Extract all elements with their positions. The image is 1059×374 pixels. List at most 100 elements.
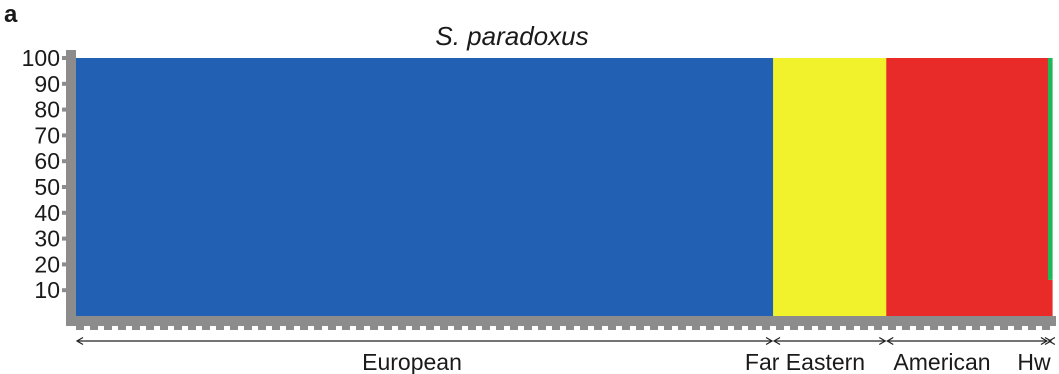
bar-segment	[1047, 279, 1053, 316]
y-tick-label: 40	[34, 200, 60, 226]
y-tick-label: 80	[34, 97, 60, 123]
x-tick-mark	[930, 326, 938, 330]
group-label: Hw	[1017, 349, 1051, 374]
x-tick-mark	[104, 326, 112, 330]
group-bracket-arrow-right	[878, 336, 887, 346]
y-tick-label: 100	[22, 45, 60, 71]
x-tick-mark	[510, 326, 518, 330]
x-tick-mark	[972, 326, 980, 330]
x-tick-mark	[440, 326, 448, 330]
x-tick-mark	[846, 326, 854, 330]
x-tick-mark	[566, 326, 574, 330]
y-tick-mark	[62, 210, 68, 215]
group-bracket-arrow-left	[75, 336, 84, 346]
y-tick-mark	[62, 159, 68, 164]
x-tick-mark	[314, 326, 322, 330]
x-tick-mark	[1000, 326, 1008, 330]
x-tick-mark	[272, 326, 280, 330]
x-tick-mark	[216, 326, 224, 330]
group-bracket-arrow-left	[1047, 336, 1056, 346]
x-tick-mark	[622, 326, 630, 330]
x-tick-mark	[664, 326, 672, 330]
bar-segment	[773, 58, 887, 316]
x-tick-mark	[874, 326, 882, 330]
x-tick-mark	[1014, 326, 1022, 330]
y-axis-line	[66, 50, 76, 324]
chart-title: S. paradoxus	[435, 21, 588, 51]
bar-segment	[886, 58, 1049, 316]
y-tick-mark	[62, 288, 68, 293]
y-tick-mark	[62, 56, 68, 60]
y-tick-label: 90	[34, 71, 60, 97]
group-label: Far Eastern	[745, 349, 865, 374]
x-tick-mark	[426, 326, 434, 330]
x-tick-mark	[356, 326, 364, 330]
x-tick-mark	[412, 326, 420, 330]
x-tick-mark	[384, 326, 392, 330]
x-tick-mark	[720, 326, 728, 330]
x-tick-mark	[706, 326, 714, 330]
group-bracket-arrow-right	[1044, 336, 1053, 346]
y-tick-mark	[62, 81, 68, 86]
x-tick-mark	[762, 326, 770, 330]
x-tick-mark	[734, 326, 742, 330]
x-tick-mark	[398, 326, 406, 330]
panel-label: a	[4, 1, 18, 28]
x-tick-mark	[146, 326, 154, 330]
x-tick-mark	[188, 326, 196, 330]
bar-segment	[76, 58, 774, 316]
x-tick-mark	[468, 326, 476, 330]
x-tick-mark	[454, 326, 462, 330]
ancestry-bars	[76, 58, 1053, 316]
x-tick-mark	[986, 326, 994, 330]
x-tick-mark	[790, 326, 798, 330]
x-tick-mark	[692, 326, 700, 330]
x-tick-mark	[944, 326, 952, 330]
x-tick-mark	[804, 326, 812, 330]
x-tick-mark	[90, 326, 98, 330]
group-bracket-arrow-right	[1040, 336, 1049, 346]
x-tick-mark	[370, 326, 378, 330]
axes	[66, 50, 1056, 330]
group-label: American	[893, 349, 990, 374]
x-tick-mark	[174, 326, 182, 330]
x-tick-mark	[538, 326, 546, 330]
y-tick-mark	[62, 262, 68, 267]
x-tick-mark	[300, 326, 308, 330]
x-tick-mark	[244, 326, 252, 330]
x-tick-mark	[902, 326, 910, 330]
x-tick-mark	[636, 326, 644, 330]
x-tick-mark	[202, 326, 210, 330]
x-tick-mark	[132, 326, 140, 330]
x-tick-mark	[258, 326, 266, 330]
x-tick-mark	[860, 326, 868, 330]
x-tick-mark	[580, 326, 588, 330]
group-bracket-arrow-left	[772, 336, 781, 346]
x-tick-mark	[818, 326, 826, 330]
group-bracket-arrow-left	[886, 336, 894, 346]
x-tick-mark	[552, 326, 560, 330]
x-tick-mark	[958, 326, 966, 330]
x-tick-mark	[776, 326, 784, 330]
x-axis-line	[66, 316, 1056, 326]
y-tick-mark	[62, 236, 68, 241]
y-tick-label: 60	[34, 148, 60, 174]
y-tick-label: 30	[34, 226, 60, 252]
x-tick-mark	[888, 326, 896, 330]
x-tick-mark	[748, 326, 756, 330]
x-tick-mark	[1028, 326, 1036, 330]
group-label: European	[362, 349, 462, 374]
y-tick-label: 20	[34, 251, 60, 277]
x-tick-mark	[594, 326, 602, 330]
y-tick-label: 50	[34, 174, 60, 200]
x-tick-mark	[916, 326, 924, 330]
x-tick-mark	[1042, 326, 1050, 330]
x-tick-mark	[832, 326, 840, 330]
x-tick-mark	[230, 326, 238, 330]
x-tick-mark	[76, 326, 84, 330]
x-tick-mark	[678, 326, 686, 330]
x-tick-mark	[524, 326, 532, 330]
y-tick-mark	[62, 107, 68, 112]
x-tick-mark	[342, 326, 350, 330]
